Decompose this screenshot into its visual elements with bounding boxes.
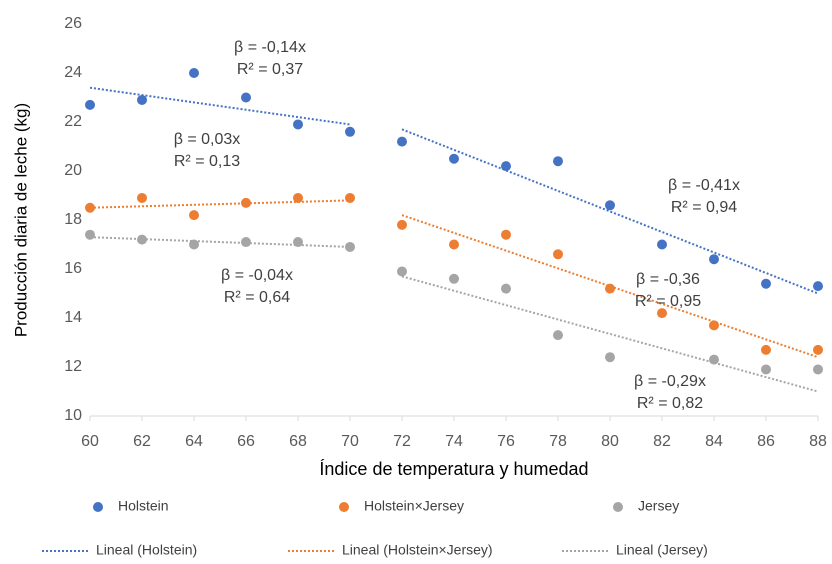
x-tick-label: 72 <box>393 433 411 450</box>
annotation: R² = 0,95 <box>635 293 701 310</box>
y-tick-label: 22 <box>64 113 82 130</box>
data-point <box>189 210 199 221</box>
y-tick-label: 26 <box>64 15 82 32</box>
data-point <box>813 364 823 375</box>
data-point <box>605 352 615 363</box>
x-tick-label: 60 <box>81 433 99 450</box>
legend-label: Holstein×Jersey <box>364 498 464 514</box>
data-point <box>605 283 615 294</box>
data-point <box>501 283 511 294</box>
legend-marker <box>93 502 103 512</box>
x-tick-label: 86 <box>757 433 775 450</box>
data-point <box>345 241 355 252</box>
legend-label: Lineal (Holstein×Jersey) <box>342 542 493 558</box>
data-point <box>397 266 407 277</box>
y-tick-label: 16 <box>64 260 82 277</box>
annotation: R² = 0,13 <box>174 153 240 170</box>
legend-label: Holstein <box>118 498 169 514</box>
annotation: R² = 0,37 <box>237 61 303 78</box>
data-point <box>553 330 563 341</box>
trendline <box>401 214 819 359</box>
legend-label: Jersey <box>638 498 679 514</box>
legend-label: Lineal (Holstein) <box>96 542 197 558</box>
y-tick-label: 12 <box>64 358 82 375</box>
trendline <box>401 128 819 295</box>
data-point <box>345 126 355 137</box>
x-tick-label: 70 <box>341 433 359 450</box>
data-point <box>449 153 459 164</box>
data-point <box>241 237 251 248</box>
data-point <box>605 200 615 211</box>
data-point <box>85 99 95 110</box>
data-point <box>85 202 95 213</box>
y-tick-label: 18 <box>64 211 82 228</box>
data-point <box>813 281 823 292</box>
data-point <box>241 92 251 103</box>
data-point <box>137 94 147 105</box>
trendline <box>89 199 351 209</box>
data-point <box>761 344 771 355</box>
data-point <box>657 239 667 250</box>
y-tick-label: 14 <box>64 309 82 326</box>
data-point <box>293 119 303 130</box>
x-tick-label: 68 <box>289 433 307 450</box>
data-point <box>553 156 563 167</box>
x-axis-label: Índice de temperatura y humedad <box>319 459 588 479</box>
x-tick-label: 62 <box>133 433 151 450</box>
data-point <box>137 234 147 245</box>
data-point <box>449 239 459 250</box>
y-axis-label: Producción diaria de leche (kg) <box>11 103 30 337</box>
data-point <box>397 219 407 230</box>
data-point <box>657 308 667 319</box>
data-point <box>241 197 251 208</box>
annotation: β = -0,36 <box>636 271 700 288</box>
data-point <box>709 254 719 265</box>
annotation: β = 0,03x <box>174 131 241 148</box>
data-point <box>137 192 147 203</box>
annotation: R² = 0,82 <box>637 395 703 412</box>
data-point <box>293 192 303 203</box>
data-point <box>761 364 771 375</box>
x-tick-label: 88 <box>809 433 827 450</box>
annotation: β = -0,41x <box>668 177 740 194</box>
x-tick-label: 84 <box>705 433 723 450</box>
annotation: β = -0,29x <box>634 373 706 390</box>
data-point <box>189 68 199 78</box>
data-point <box>761 278 771 289</box>
annotation: β = -0,04x <box>221 267 293 284</box>
data-point <box>189 239 199 250</box>
data-point <box>709 354 719 365</box>
annotation: β = -0,14x <box>234 39 306 56</box>
x-tick-label: 80 <box>601 433 619 450</box>
data-point <box>293 237 303 248</box>
x-tick-label: 82 <box>653 433 671 450</box>
annotation: R² = 0,94 <box>671 199 737 216</box>
data-point <box>449 273 459 284</box>
legend-marker <box>339 502 349 512</box>
data-point <box>813 344 823 355</box>
data-point <box>345 192 355 203</box>
x-tick-label: 64 <box>185 433 203 450</box>
trendline <box>89 236 351 248</box>
data-point <box>85 229 95 240</box>
y-tick-label: 20 <box>64 162 82 179</box>
legend-label: Lineal (Jersey) <box>616 542 708 558</box>
data-point <box>501 229 511 240</box>
annotation: R² = 0,64 <box>224 289 290 306</box>
y-tick-label: 10 <box>64 407 82 424</box>
data-point <box>397 136 407 147</box>
data-point <box>501 161 511 172</box>
y-tick-label: 24 <box>64 64 82 81</box>
legend-marker <box>613 502 623 512</box>
x-tick-label: 74 <box>445 433 463 450</box>
x-tick-label: 66 <box>237 433 255 450</box>
data-point <box>709 320 719 331</box>
data-point <box>553 249 563 260</box>
x-tick-label: 78 <box>549 433 567 450</box>
x-tick-label: 76 <box>497 433 515 450</box>
